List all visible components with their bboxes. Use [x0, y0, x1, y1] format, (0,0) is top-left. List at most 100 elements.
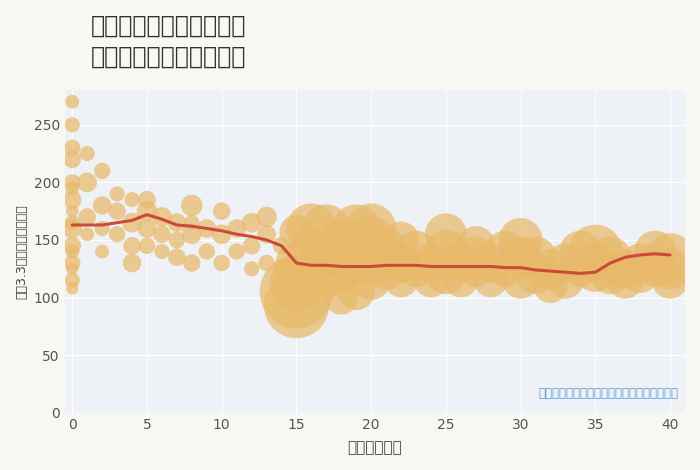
Point: [201, 225, 212, 232]
Point: [365, 225, 377, 232]
Point: [321, 253, 332, 261]
Point: [336, 271, 347, 278]
Point: [664, 253, 676, 261]
Point: [290, 302, 302, 309]
Point: [395, 276, 407, 284]
Point: [172, 236, 183, 244]
Point: [82, 179, 93, 186]
Point: [650, 248, 661, 255]
Point: [141, 207, 153, 215]
Point: [186, 202, 197, 209]
Point: [216, 207, 228, 215]
Point: [336, 259, 347, 267]
Point: [141, 196, 153, 204]
Point: [261, 230, 272, 238]
Point: [97, 202, 108, 209]
Point: [127, 242, 138, 250]
Point: [290, 288, 302, 296]
Point: [186, 219, 197, 227]
Point: [485, 259, 496, 267]
Point: [351, 288, 362, 296]
Point: [97, 225, 108, 232]
Point: [426, 259, 437, 267]
Point: [186, 259, 197, 267]
Point: [97, 167, 108, 175]
Point: [426, 276, 437, 284]
Point: [66, 242, 78, 250]
Point: [66, 285, 78, 292]
Point: [410, 248, 421, 255]
Point: [306, 276, 317, 284]
Point: [246, 242, 257, 250]
Point: [66, 121, 78, 128]
Point: [156, 213, 167, 221]
Point: [66, 225, 78, 232]
Point: [66, 265, 78, 273]
Point: [620, 276, 631, 284]
Point: [351, 225, 362, 232]
Point: [246, 219, 257, 227]
Point: [515, 276, 526, 284]
Point: [82, 213, 93, 221]
Point: [186, 230, 197, 238]
Point: [276, 265, 287, 273]
Point: [306, 225, 317, 232]
Point: [365, 253, 377, 261]
Point: [381, 242, 392, 250]
Point: [66, 207, 78, 215]
Point: [440, 248, 452, 255]
Point: [172, 253, 183, 261]
Point: [530, 271, 541, 278]
X-axis label: 築年数（年）: 築年数（年）: [347, 440, 402, 455]
Point: [395, 236, 407, 244]
Point: [530, 253, 541, 261]
Point: [365, 276, 377, 284]
Point: [470, 242, 482, 250]
Point: [605, 271, 616, 278]
Point: [66, 248, 78, 255]
Point: [395, 259, 407, 267]
Point: [156, 230, 167, 238]
Point: [66, 156, 78, 163]
Point: [620, 265, 631, 273]
Point: [664, 276, 676, 284]
Point: [545, 282, 556, 290]
Point: [290, 280, 302, 288]
Point: [216, 259, 228, 267]
Point: [290, 228, 302, 235]
Point: [410, 265, 421, 273]
Point: [231, 225, 242, 232]
Point: [276, 242, 287, 250]
Y-axis label: 坪（3.3㎡）単価（万円）: 坪（3.3㎡）単価（万円）: [15, 204, 28, 299]
Point: [336, 236, 347, 244]
Point: [440, 230, 452, 238]
Point: [127, 219, 138, 227]
Point: [500, 265, 511, 273]
Point: [66, 184, 78, 192]
Point: [575, 248, 586, 255]
Point: [560, 259, 571, 267]
Point: [156, 248, 167, 255]
Point: [111, 207, 122, 215]
Point: [201, 248, 212, 255]
Point: [336, 294, 347, 301]
Point: [381, 265, 392, 273]
Point: [141, 225, 153, 232]
Point: [127, 259, 138, 267]
Point: [66, 98, 78, 105]
Point: [66, 219, 78, 227]
Point: [231, 248, 242, 255]
Point: [365, 236, 377, 244]
Point: [246, 265, 257, 273]
Point: [560, 276, 571, 284]
Point: [589, 265, 601, 273]
Point: [306, 248, 317, 255]
Point: [82, 150, 93, 157]
Point: [589, 259, 601, 267]
Point: [216, 230, 228, 238]
Point: [575, 265, 586, 273]
Point: [515, 236, 526, 244]
Point: [306, 265, 317, 273]
Point: [66, 276, 78, 284]
Point: [261, 213, 272, 221]
